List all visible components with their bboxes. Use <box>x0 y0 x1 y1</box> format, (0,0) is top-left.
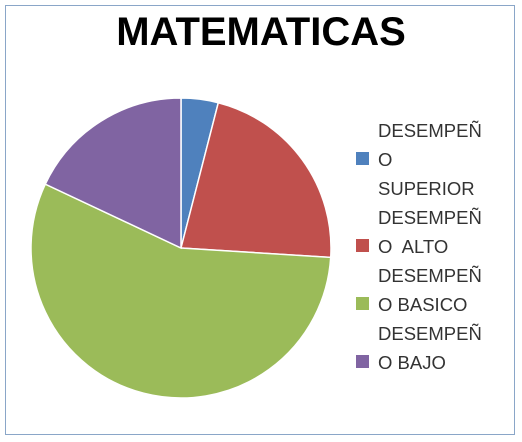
legend-label-line: O ALTO <box>378 236 449 257</box>
legend-swatch-2 <box>356 239 369 252</box>
legend-item-4: DESEMPEÑ O BAJO <box>356 319 488 377</box>
legend-item-1: DESEMPEÑ O SUPERIOR <box>356 116 488 203</box>
pie-slice-3 <box>30 183 332 399</box>
legend-label-line: O <box>378 149 393 170</box>
legend-label-line: DESEMPEÑ <box>378 265 482 286</box>
chart-title: MATEMATICAS <box>116 10 406 54</box>
legend-label-line: SUPERIOR <box>378 178 475 199</box>
legend-item-2: DESEMPEÑ O ALTO <box>356 203 488 261</box>
pie-slice-4 <box>44 97 182 250</box>
legend-label-line: DESEMPEÑ <box>378 323 482 344</box>
legend-label-line: O BASICO <box>378 294 468 315</box>
legend-label-line: DESEMPEÑ <box>378 120 482 141</box>
legend-swatch-1 <box>356 152 369 165</box>
pie-slice-2 <box>180 101 332 259</box>
legend-swatch-3 <box>356 297 369 310</box>
legend-label-line: O BAJO <box>378 352 446 373</box>
legend-swatch-4 <box>356 355 369 368</box>
legend-label-line: DESEMPEÑ <box>378 207 482 228</box>
chart-legend: DESEMPEÑ O SUPERIOR DESEMPEÑ O ALTO DESEMPEÑ O… <box>356 116 506 377</box>
legend-item-3: DESEMPEÑ O BASICO <box>356 261 488 319</box>
